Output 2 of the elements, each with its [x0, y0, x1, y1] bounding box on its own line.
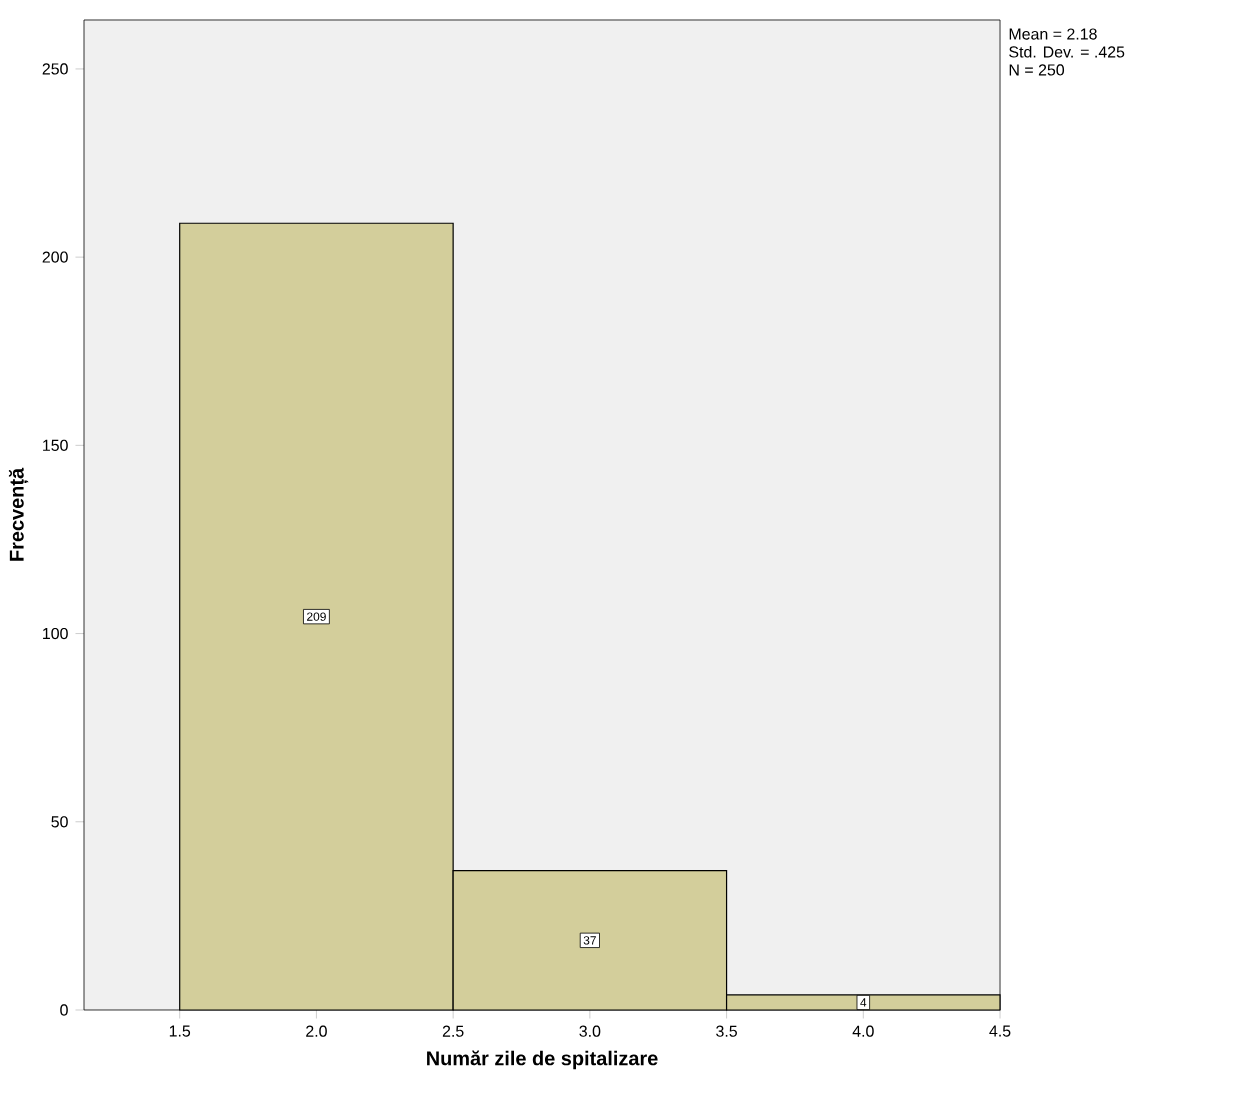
- y-axis-title: Frecvență: [8, 467, 29, 561]
- x-axis-title: Număr zile de spitalizare: [427, 1050, 658, 1070]
